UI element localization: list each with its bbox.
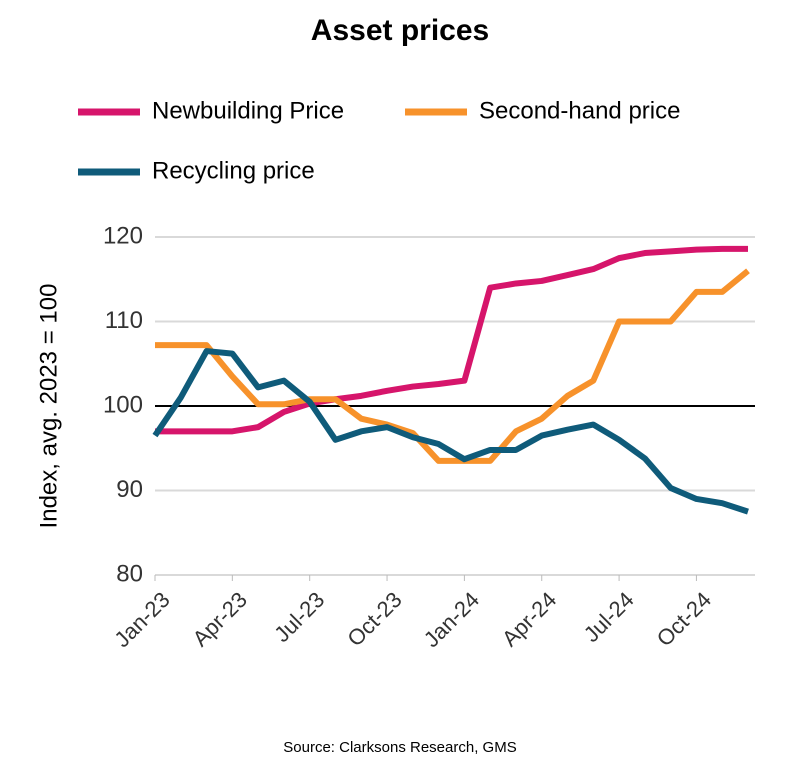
y-tick-label: 110 — [105, 307, 143, 334]
source: Source: Clarksons Research, GMS — [283, 739, 516, 756]
x-tick-label: Oct-24 — [652, 587, 716, 651]
x-tick-label: Jul-23 — [269, 587, 329, 647]
legend-label: Second-hand price — [479, 97, 680, 124]
x-tick-label: Jan-23 — [109, 587, 174, 652]
legend-label: Newbuilding Price — [152, 97, 344, 124]
y-tick-label: 100 — [103, 391, 143, 418]
x-tick-label: Oct-23 — [342, 587, 406, 651]
x-tick-label: Jul-24 — [579, 587, 639, 647]
series-line — [152, 348, 749, 515]
y-axis-label: Index, avg. 2023 = 100 — [35, 284, 62, 529]
series-line — [155, 245, 748, 435]
chart-title: Asset prices — [311, 14, 489, 47]
series-line — [155, 268, 750, 464]
x-tick-label: Apr-24 — [497, 587, 561, 651]
x-tick-label: Jan-24 — [419, 587, 484, 652]
y-tick-label: 80 — [116, 560, 143, 587]
x-tick-label: Apr-23 — [188, 587, 252, 651]
y-tick-label: 120 — [103, 222, 143, 249]
legend-label: Recycling price — [152, 157, 315, 184]
y-tick-label: 90 — [116, 476, 143, 503]
